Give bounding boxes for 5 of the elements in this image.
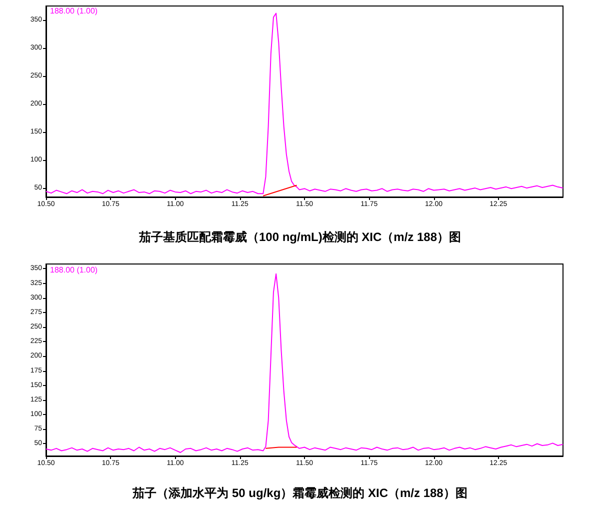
line-series	[46, 273, 564, 453]
text: 茄子（添加水平为 50 ug/kg）霜霉威检测的 XIC（m/z 188）图	[132, 486, 468, 500]
annotation: 188.00 (1.00)	[50, 6, 98, 16]
text: 茄子基质匹配霜霉威（100 ng/mL)检测的 XIC（m/z 188）图	[138, 230, 462, 244]
annotation: 188.00 (1.00)	[50, 266, 98, 274]
